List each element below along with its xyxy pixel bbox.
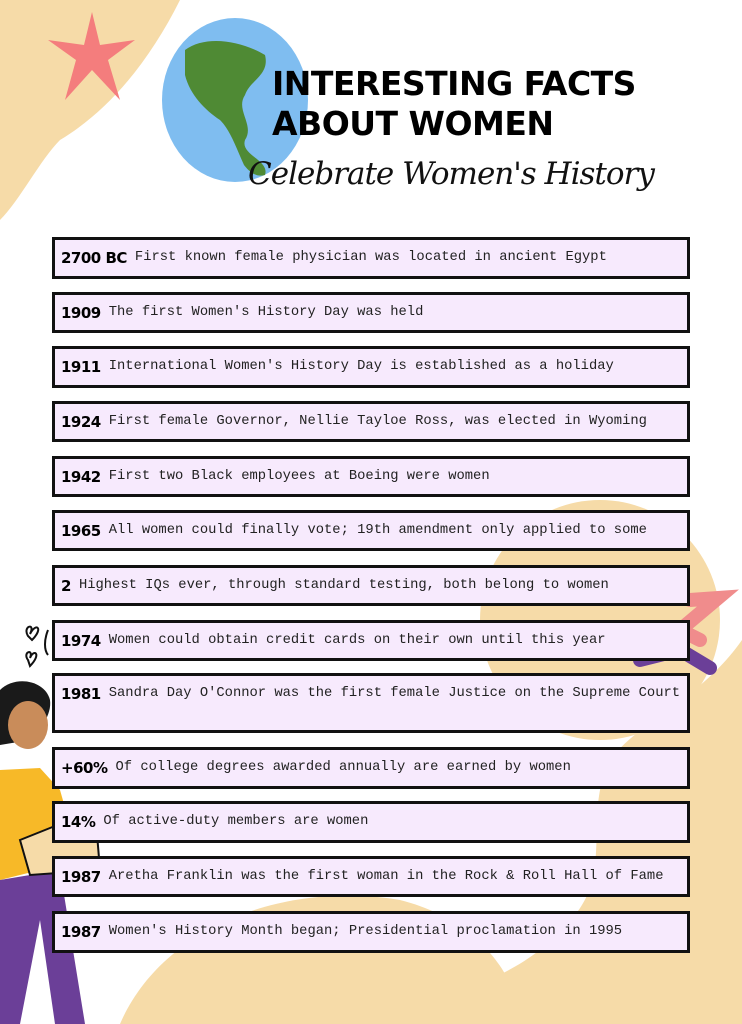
subtitle: Celebrate Women's History <box>248 156 655 192</box>
fact-row: 1965 All women could finally vote; 19th a… <box>52 510 690 551</box>
fact-row: 14% Of active-duty members are women <box>52 801 690 843</box>
fact-text: The first Women's History Day was held <box>108 305 424 320</box>
fact-year: 1942 <box>61 468 101 486</box>
fact-text: Women could obtain credit cards on their… <box>108 633 606 648</box>
fact-text: Sandra Day O'Connor was the first female… <box>108 686 681 701</box>
fact-text: Women's History Month began; Presidentia… <box>108 924 623 939</box>
fact-year: 1965 <box>61 522 101 540</box>
fact-text: Aretha Franklin was the first woman in t… <box>108 869 664 884</box>
fact-year: 1987 <box>61 923 101 941</box>
fact-row: 1942 First two Black employees at Boeing … <box>52 456 690 497</box>
fact-text: First known female physician was located… <box>134 250 607 265</box>
fact-year: 1987 <box>61 868 101 886</box>
globe-icon <box>162 18 308 182</box>
fact-row: 1987 Aretha Franklin was the first woman … <box>52 856 690 897</box>
fact-year: 1974 <box>61 632 101 650</box>
star-icon <box>48 12 135 100</box>
fact-text: Of college degrees awarded annually are … <box>115 760 571 775</box>
title-line-1: INTERESTING FACTS <box>272 64 636 103</box>
fact-row: 1974 Women could obtain credit cards on t… <box>52 620 690 661</box>
beige-blob-top-left <box>0 0 180 220</box>
fact-row: 2 Highest IQs ever, through standard test… <box>52 565 690 606</box>
fact-text: International Women's History Day is est… <box>108 359 614 374</box>
fact-year: 2700 BC <box>61 249 127 267</box>
fact-text: Of active-duty members are women <box>103 814 369 829</box>
fact-year: 2 <box>61 577 71 595</box>
fact-year: +60% <box>61 759 108 777</box>
fact-text: First two Black employees at Boeing were… <box>108 469 490 484</box>
fact-year: 1981 <box>61 685 101 703</box>
fact-year: 14% <box>61 813 96 831</box>
fact-year: 1911 <box>61 358 101 376</box>
fact-row: 2700 BC First known female physician was … <box>52 237 690 279</box>
fact-text: All women could finally vote; 19th amend… <box>108 523 647 538</box>
fact-year: 1924 <box>61 413 101 431</box>
fact-row: 1987 Women's History Month began; Preside… <box>52 911 690 953</box>
page-title: INTERESTING FACTS ABOUT WOMEN <box>272 64 636 144</box>
fact-row: 1909 The first Women's History Day was he… <box>52 292 690 333</box>
title-line-2: ABOUT WOMEN <box>272 104 554 143</box>
fact-year: 1909 <box>61 304 101 322</box>
fact-row: +60% Of college degrees awarded annually … <box>52 747 690 789</box>
heart-icons <box>25 625 49 668</box>
fact-row: 1981 Sandra Day O'Connor was the first fe… <box>52 673 690 733</box>
fact-text: Highest IQs ever, through standard testi… <box>78 578 609 593</box>
fact-row: 1924 First female Governor, Nellie Tayloe… <box>52 401 690 442</box>
fact-row: 1911 International Women's History Day is… <box>52 346 690 388</box>
fact-text: First female Governor, Nellie Tayloe Ros… <box>108 414 647 429</box>
